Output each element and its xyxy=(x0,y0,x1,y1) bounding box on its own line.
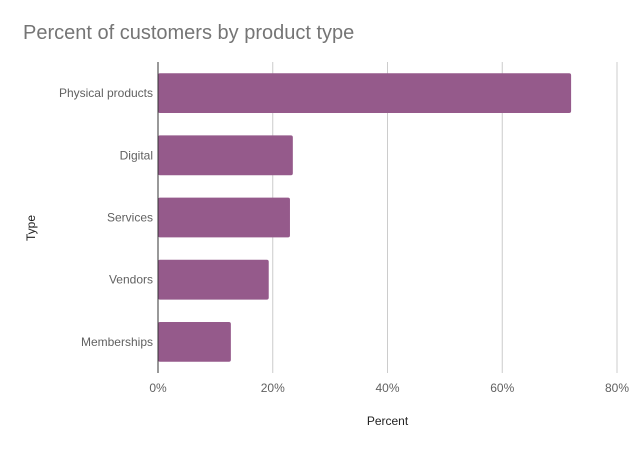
y-axis-title: Type xyxy=(24,215,38,241)
x-tick-label: 0% xyxy=(149,381,167,395)
chart-title: Percent of customers by product type xyxy=(23,22,355,44)
y-tick-label: Physical products xyxy=(59,86,153,100)
x-tick-label: 20% xyxy=(261,381,285,395)
x-axis-title: Percent xyxy=(367,414,409,428)
y-tick-label: Memberships xyxy=(81,335,153,349)
bar xyxy=(158,197,290,238)
x-tick-label: 60% xyxy=(490,381,514,395)
labels: 0% 20% 40% 60% 80% Physical products Digital Se… xyxy=(59,86,629,395)
x-tick-label: 40% xyxy=(375,381,399,395)
y-tick-label: Vendors xyxy=(109,273,153,287)
bars xyxy=(158,73,572,362)
y-tick-label: Services xyxy=(107,211,153,225)
bar xyxy=(158,259,269,300)
x-tick-label: 80% xyxy=(605,381,629,395)
y-tick-label: Digital xyxy=(120,148,153,162)
bar xyxy=(158,321,231,362)
bar xyxy=(158,135,293,176)
bar xyxy=(158,73,572,114)
